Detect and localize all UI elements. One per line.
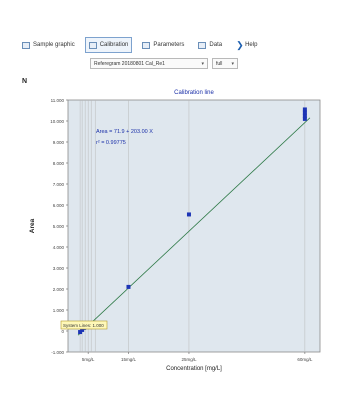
y-tick-label: 11.000 xyxy=(51,98,65,103)
regression-line xyxy=(77,117,311,336)
y-tick-label: 9.000 xyxy=(53,140,65,145)
y-tick-label: 1.000 xyxy=(53,308,65,313)
tooltip-box xyxy=(60,320,108,330)
y-tick-label: 2.000 xyxy=(53,287,65,292)
file-select[interactable]: Referegram 20180801 Cal_Re1 ▾ xyxy=(90,58,208,69)
y-tick-label: 10.000 xyxy=(50,119,64,124)
data-point xyxy=(186,212,191,217)
y-axis-label: Area xyxy=(29,218,36,233)
data-point xyxy=(302,116,307,121)
y-tick-label: 5.000 xyxy=(53,224,65,229)
tab-parameters[interactable]: Parameters xyxy=(138,37,188,53)
toolbar: Sample graphic Calibration Parameters Data ❯… xyxy=(18,36,329,54)
tooltip-text: System Lines: 1.000 xyxy=(63,323,104,328)
corner-label: N xyxy=(22,78,28,85)
r2-text: r² = 0.99775 xyxy=(96,140,126,146)
y-tick-label: 3.000 xyxy=(53,266,65,271)
y-tick-label: 4.000 xyxy=(53,245,65,250)
calibration-icon xyxy=(88,41,97,49)
tab-sample-graphic[interactable]: Sample graphic xyxy=(18,37,79,53)
data-icon xyxy=(198,41,207,49)
data-point xyxy=(126,284,131,289)
tab-calibration[interactable]: Calibration xyxy=(84,37,133,53)
tab-label: Sample graphic xyxy=(33,42,75,48)
file-select-value: Referegram 20180801 Cal_Re1 xyxy=(94,60,165,67)
help-arrow-icon: ❯ xyxy=(236,39,244,50)
y-tick-label: 7.000 xyxy=(53,182,65,187)
mode-select[interactable]: full ▾ xyxy=(212,58,238,69)
equation-text: Area = 71.9 + 203.00 X xyxy=(96,129,153,135)
x-tick-label: 25mg/L xyxy=(181,357,197,362)
x-tick-label: 60mg/L xyxy=(297,357,313,362)
data-point xyxy=(302,107,307,112)
x-tick-label: 15mg/L xyxy=(121,357,137,362)
tab-data[interactable]: Data xyxy=(194,37,226,53)
graphic-icon xyxy=(22,41,30,49)
tab-label: Help xyxy=(245,42,258,48)
tab-label: Data xyxy=(209,42,223,48)
tab-help[interactable]: ❯ Help xyxy=(232,37,261,53)
chevron-down-icon: ▾ xyxy=(231,60,234,67)
parameters-icon xyxy=(142,41,151,49)
data-point xyxy=(302,110,307,115)
tab-label: Parameters xyxy=(153,42,185,48)
data-point xyxy=(80,327,85,332)
chevron-down-icon: ▾ xyxy=(201,60,204,67)
tab-label: Calibration xyxy=(99,42,129,48)
y-tick-label: 8.000 xyxy=(53,161,65,166)
selectors-row: Referegram 20180801 Cal_Re1 ▾ full ▾ xyxy=(90,58,238,69)
x-axis-label: Concentration [mg/L] xyxy=(166,366,222,372)
y-tick-label: 0 xyxy=(61,329,64,334)
data-point xyxy=(78,330,83,335)
y-tick-label: -1.000 xyxy=(51,350,64,355)
x-tick-label: 5mg/L xyxy=(82,357,95,362)
data-point xyxy=(302,113,307,118)
y-tick-label: 6.000 xyxy=(53,203,65,208)
chart-title: Calibration line xyxy=(174,90,214,96)
mode-select-value: full xyxy=(216,60,223,67)
